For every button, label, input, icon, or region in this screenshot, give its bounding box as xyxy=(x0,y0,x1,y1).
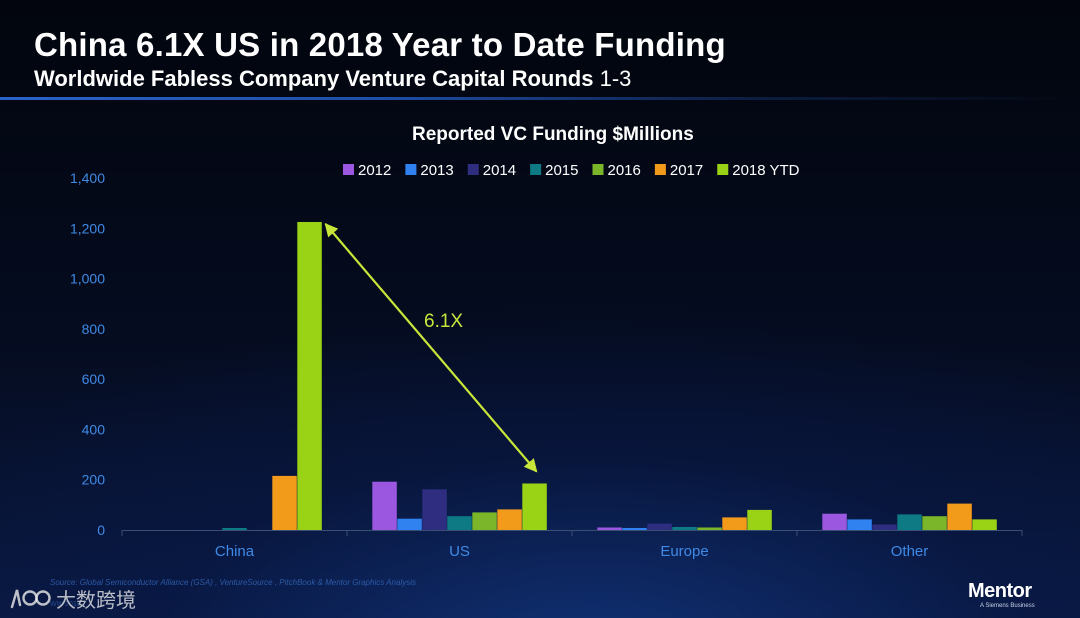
y-axis: 0 200 400 600 800 1,000 1,200 1,400 xyxy=(70,170,105,538)
bar-china-2018-ytd xyxy=(297,222,322,530)
growth-annotation: 6.1X xyxy=(324,222,538,473)
growth-arrow xyxy=(324,222,538,473)
slide-subtitle: Worldwide Fabless Company Venture Capita… xyxy=(34,66,631,92)
legend-label: 2015 xyxy=(545,162,578,179)
watermark-text: 大数跨境 xyxy=(56,589,136,612)
bar-other-2016 xyxy=(922,516,947,530)
legend-swatch xyxy=(467,164,479,175)
y-tick-label: 800 xyxy=(82,321,106,337)
bar-us-2012 xyxy=(372,481,397,530)
bar-us-2015 xyxy=(447,516,472,530)
header-divider xyxy=(0,97,1080,100)
bar-china-2015 xyxy=(222,528,247,530)
bar-other-2017 xyxy=(947,503,972,530)
chart-legend: 2012 2013 2014 2015 2016 2017 2018 YTD xyxy=(343,162,800,179)
legend-swatch xyxy=(592,164,604,175)
legend-label: 2013 xyxy=(420,162,453,179)
legend-label: 2016 xyxy=(608,162,641,179)
bar-europe-2017 xyxy=(722,517,747,530)
bar-europe-2015 xyxy=(672,527,697,530)
watermark: 大数跨境 xyxy=(8,583,136,613)
x-category-label: China xyxy=(215,543,255,560)
legend-swatch xyxy=(405,164,417,175)
legend-swatch xyxy=(343,164,354,175)
x-category-label: Europe xyxy=(660,543,708,560)
bar-other-2013 xyxy=(847,519,872,530)
chart-title: Reported VC Funding $Millions xyxy=(412,124,694,145)
y-tick-label: 600 xyxy=(82,371,106,387)
legend-label: 2012 xyxy=(358,162,391,179)
subtitle-suffix: 1-3 xyxy=(599,66,632,91)
legend-swatch xyxy=(530,164,542,175)
y-tick-label: 0 xyxy=(97,522,105,538)
bar-us-2013 xyxy=(397,518,422,530)
legend-swatch xyxy=(654,164,666,175)
bar-us-2016 xyxy=(472,512,497,530)
bar-china-2017 xyxy=(272,475,297,530)
y-tick-label: 200 xyxy=(82,472,106,488)
bar-other-2015 xyxy=(897,514,922,530)
brand-logo: Mentor A Siemens Business xyxy=(968,580,1064,610)
y-tick-label: 400 xyxy=(82,421,106,437)
brand-name: Mentor xyxy=(968,580,1032,602)
x-category-label: US xyxy=(449,543,470,560)
subtitle-main: Worldwide Fabless Company Venture Capita… xyxy=(34,66,594,91)
y-tick-label: 1,000 xyxy=(70,271,105,287)
legend-label: 2014 xyxy=(483,162,516,179)
brand-tagline: A Siemens Business xyxy=(980,603,1035,609)
bar-us-2018-ytd xyxy=(522,483,547,530)
bar-other-2018-ytd xyxy=(972,519,997,530)
date-footnote: WW 2018 xyxy=(50,601,81,608)
bar-europe-2012 xyxy=(597,527,622,530)
slide-title: China 6.1X US in 2018 Year to Date Fundi… xyxy=(34,26,726,63)
bar-other-2012 xyxy=(822,513,847,530)
bar-other-2014 xyxy=(872,524,897,530)
bar-europe-2013 xyxy=(622,528,647,530)
y-tick-label: 1,200 xyxy=(70,220,105,236)
bar-europe-2014 xyxy=(647,523,672,530)
bar-us-2014 xyxy=(422,489,447,530)
legend-label: 2017 xyxy=(670,162,703,179)
growth-annotation-label: 6.1X xyxy=(424,311,463,332)
legend-label: 2018 YTD xyxy=(732,162,799,179)
bar-europe-2016 xyxy=(697,527,722,530)
slide-header: China 6.1X US in 2018 Year to Date Fundi… xyxy=(0,0,1080,102)
legend-swatch xyxy=(717,164,729,175)
bar-us-2017 xyxy=(497,509,522,530)
y-tick-label: 1,400 xyxy=(70,170,105,186)
x-axis: China US Europe Other xyxy=(121,530,1023,560)
bar-series xyxy=(222,222,997,530)
x-category-label: Other xyxy=(891,543,929,560)
source-footnote: Source: Global Semiconductor Alliance (G… xyxy=(50,578,416,587)
watermark-logo-icon xyxy=(10,589,51,609)
bar-europe-2018-ytd xyxy=(747,509,772,530)
